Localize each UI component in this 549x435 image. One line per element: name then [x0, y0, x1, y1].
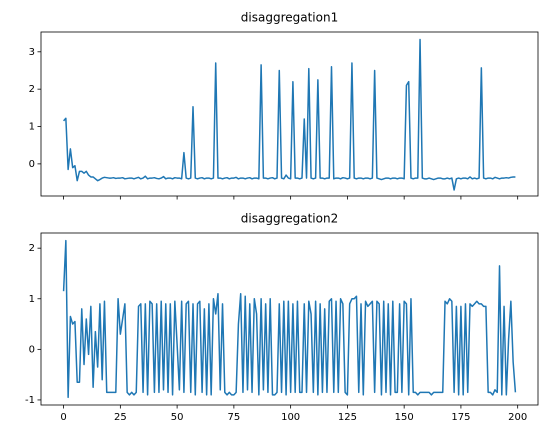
- y-tick-label: 0: [29, 159, 35, 170]
- chart-title: disaggregation1: [241, 11, 338, 25]
- x-tick-label: 25: [114, 412, 127, 423]
- x-tick-label: 125: [338, 412, 357, 423]
- x-tick-label: 75: [228, 412, 241, 423]
- data-line: [62, 239, 517, 399]
- x-tick-label: 200: [508, 412, 527, 423]
- x-tick-label: 50: [171, 412, 184, 423]
- y-tick-label: 1: [29, 294, 35, 305]
- x-tick-label: 150: [395, 412, 414, 423]
- axes-frame: [40, 31, 539, 197]
- x-tick-label: 100: [281, 412, 300, 423]
- y-tick-label: 2: [29, 84, 35, 95]
- y-tick-label: 3: [29, 47, 35, 58]
- data-line: [63, 38, 516, 191]
- y-tick-label: -1: [25, 395, 35, 406]
- y-tick-label: 0: [29, 344, 35, 355]
- chart-title: disaggregation2: [241, 212, 338, 226]
- x-tick-label: 0: [60, 412, 66, 423]
- axes-frame: [40, 232, 539, 406]
- x-tick-label: 175: [451, 412, 470, 423]
- y-tick-label: 1: [29, 122, 35, 133]
- y-tick-label: 2: [29, 243, 35, 254]
